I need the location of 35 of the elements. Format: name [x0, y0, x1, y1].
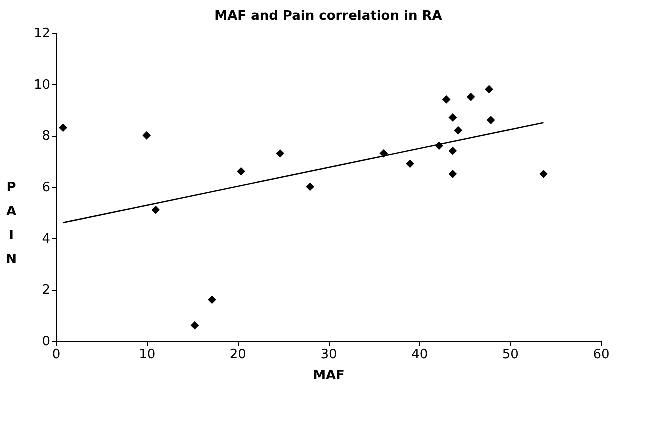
point [208, 296, 216, 304]
point [448, 114, 458, 122]
point [276, 149, 285, 158]
y-tick-label: 12 [34, 26, 50, 42]
point [59, 124, 68, 132]
point [306, 182, 315, 192]
point [540, 170, 548, 178]
point [454, 126, 463, 135]
y-tick-label: 8 [42, 129, 50, 144]
y-tick-label: 0 [42, 334, 50, 350]
point [190, 321, 200, 330]
chart-title: MAF and Pain correlation in RA [214, 9, 442, 24]
x-axis-title: MAF [313, 368, 345, 384]
y-tick-label: 6 [42, 180, 50, 196]
point [448, 146, 458, 156]
point [237, 167, 246, 176]
x-tick-label: 30 [320, 348, 338, 362]
point [466, 92, 476, 102]
y-axis-title: PAIN [6, 180, 17, 268]
x-tick-label: 0 [52, 348, 61, 362]
x-tick-label: 50 [502, 348, 519, 362]
y-tick-label: 4 [42, 232, 50, 247]
y-tick-label: 10 [34, 78, 50, 93]
point [442, 96, 451, 104]
y-tick-label: 2 [42, 283, 50, 298]
point [486, 116, 496, 124]
x-tick-label: 10 [139, 348, 156, 362]
x-tick-label: 20 [230, 348, 246, 362]
point [406, 160, 414, 168]
x-tick-label: 60 [593, 348, 610, 362]
point [485, 85, 494, 94]
point [152, 206, 160, 214]
point [448, 170, 458, 178]
point [142, 131, 152, 140]
x-tick-label: 40 [412, 348, 428, 362]
